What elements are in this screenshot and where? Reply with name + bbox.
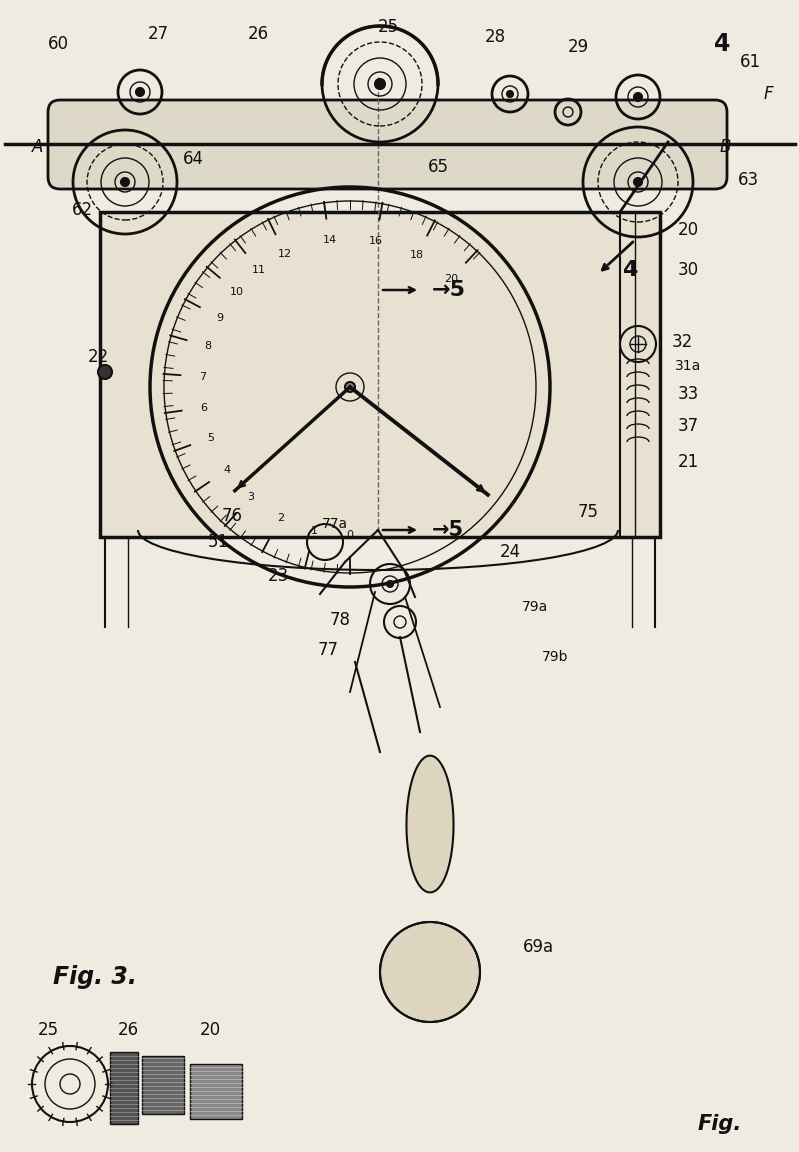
Circle shape bbox=[345, 382, 355, 392]
Text: 26: 26 bbox=[117, 1021, 138, 1039]
Text: 18: 18 bbox=[410, 250, 424, 260]
Bar bbox=[100, 212, 660, 537]
Bar bbox=[190, 1064, 242, 1119]
Text: 27: 27 bbox=[148, 25, 169, 43]
Text: 14: 14 bbox=[322, 235, 336, 245]
Text: 61: 61 bbox=[739, 53, 761, 71]
Circle shape bbox=[375, 79, 385, 89]
Text: 33: 33 bbox=[678, 385, 698, 403]
Circle shape bbox=[634, 93, 642, 101]
Text: →5: →5 bbox=[432, 280, 466, 300]
Text: 64: 64 bbox=[182, 150, 204, 168]
Text: 23: 23 bbox=[268, 567, 288, 585]
Circle shape bbox=[98, 365, 112, 379]
Text: 12: 12 bbox=[278, 249, 292, 259]
Text: 3: 3 bbox=[248, 492, 254, 502]
Circle shape bbox=[507, 91, 513, 97]
Text: 24: 24 bbox=[499, 543, 521, 561]
Text: 9: 9 bbox=[216, 312, 223, 323]
Text: 8: 8 bbox=[205, 341, 211, 351]
Text: 26: 26 bbox=[248, 25, 268, 43]
Text: B: B bbox=[719, 138, 731, 156]
Text: 65: 65 bbox=[427, 158, 448, 176]
Text: 76: 76 bbox=[221, 507, 243, 525]
Text: 77: 77 bbox=[317, 641, 339, 659]
Text: 79a: 79a bbox=[522, 600, 548, 614]
Text: 10: 10 bbox=[229, 287, 244, 297]
Circle shape bbox=[380, 922, 480, 1022]
Text: 51: 51 bbox=[208, 533, 229, 551]
Circle shape bbox=[136, 88, 144, 96]
Polygon shape bbox=[407, 756, 454, 893]
Text: 20: 20 bbox=[200, 1021, 221, 1039]
Text: 21: 21 bbox=[678, 453, 698, 471]
Text: 22: 22 bbox=[87, 348, 109, 366]
Text: 7: 7 bbox=[199, 372, 206, 381]
Circle shape bbox=[121, 179, 129, 185]
Text: 25: 25 bbox=[38, 1021, 58, 1039]
Text: 30: 30 bbox=[678, 262, 698, 279]
Text: →5: →5 bbox=[432, 520, 464, 540]
Text: 78: 78 bbox=[329, 611, 351, 629]
Text: 69a: 69a bbox=[523, 938, 554, 956]
Text: 20: 20 bbox=[444, 274, 458, 283]
Text: F: F bbox=[763, 85, 773, 103]
Text: Fig. 3.: Fig. 3. bbox=[53, 965, 137, 990]
Text: 25: 25 bbox=[377, 18, 399, 36]
Circle shape bbox=[387, 581, 393, 588]
Text: 79b: 79b bbox=[542, 650, 568, 664]
Text: 4: 4 bbox=[224, 464, 231, 475]
Text: 31a: 31a bbox=[675, 359, 702, 373]
Text: 4: 4 bbox=[622, 260, 638, 280]
Text: 63: 63 bbox=[737, 170, 758, 189]
Text: 11: 11 bbox=[252, 265, 266, 275]
Circle shape bbox=[634, 179, 642, 185]
Bar bbox=[110, 1052, 138, 1124]
Text: 75: 75 bbox=[578, 503, 598, 521]
FancyBboxPatch shape bbox=[48, 100, 727, 189]
Text: 0: 0 bbox=[347, 530, 353, 540]
Text: 32: 32 bbox=[671, 333, 693, 351]
Text: 62: 62 bbox=[71, 200, 93, 219]
Text: 1: 1 bbox=[311, 525, 318, 536]
Text: 28: 28 bbox=[484, 28, 506, 46]
Text: 60: 60 bbox=[47, 35, 69, 53]
Text: 37: 37 bbox=[678, 417, 698, 435]
Text: 5: 5 bbox=[208, 433, 214, 442]
Text: 77a: 77a bbox=[322, 517, 348, 531]
Text: A: A bbox=[32, 138, 44, 156]
Text: 6: 6 bbox=[200, 402, 207, 412]
Text: 4: 4 bbox=[714, 32, 730, 56]
Text: 29: 29 bbox=[567, 38, 589, 56]
Text: 20: 20 bbox=[678, 221, 698, 238]
Bar bbox=[142, 1056, 184, 1114]
Text: 2: 2 bbox=[277, 513, 284, 523]
Text: 16: 16 bbox=[368, 236, 383, 247]
Text: Fig.: Fig. bbox=[698, 1114, 742, 1134]
